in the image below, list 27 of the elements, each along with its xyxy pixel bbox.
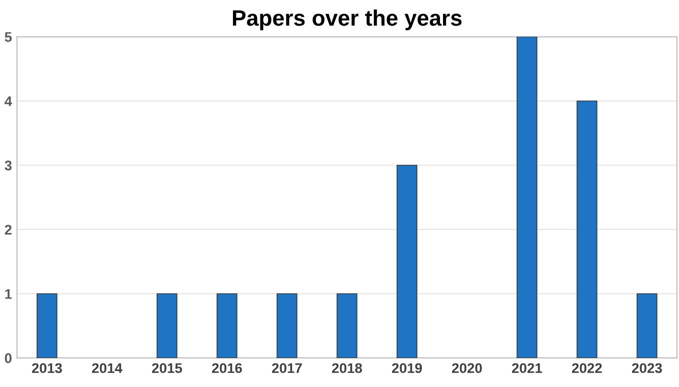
- bar: [636, 293, 658, 358]
- bar: [36, 293, 58, 358]
- chart-title: Papers over the years: [232, 10, 462, 30]
- x-tick-label: 2022: [572, 363, 602, 374]
- bar: [396, 164, 418, 358]
- y-tick-label: 4: [4, 96, 12, 106]
- x-tick-label: 2018: [332, 363, 362, 374]
- x-tick-label: 2016: [212, 363, 242, 374]
- y-tick-label: 0: [4, 353, 12, 364]
- x-tick-label: 2021: [512, 363, 542, 374]
- y-tick-label: 2: [4, 224, 12, 235]
- y-tick-label: 3: [4, 160, 12, 170]
- y-tick-label: 5: [4, 32, 12, 42]
- x-tick-label: 2017: [272, 363, 302, 374]
- bar: [516, 36, 538, 358]
- x-tick-label: 2023: [632, 363, 662, 374]
- bar: [336, 293, 358, 358]
- bar: [216, 293, 238, 358]
- bar: [576, 100, 598, 358]
- x-tick-label: 2020: [452, 363, 482, 374]
- bar: [276, 293, 298, 358]
- x-tick-label: 2013: [32, 363, 62, 374]
- x-tick-label: 2015: [152, 363, 182, 374]
- bar: [156, 293, 178, 358]
- x-tick-label: 2019: [392, 363, 422, 374]
- x-tick-label: 2014: [92, 363, 122, 374]
- y-tick-label: 1: [5, 289, 12, 299]
